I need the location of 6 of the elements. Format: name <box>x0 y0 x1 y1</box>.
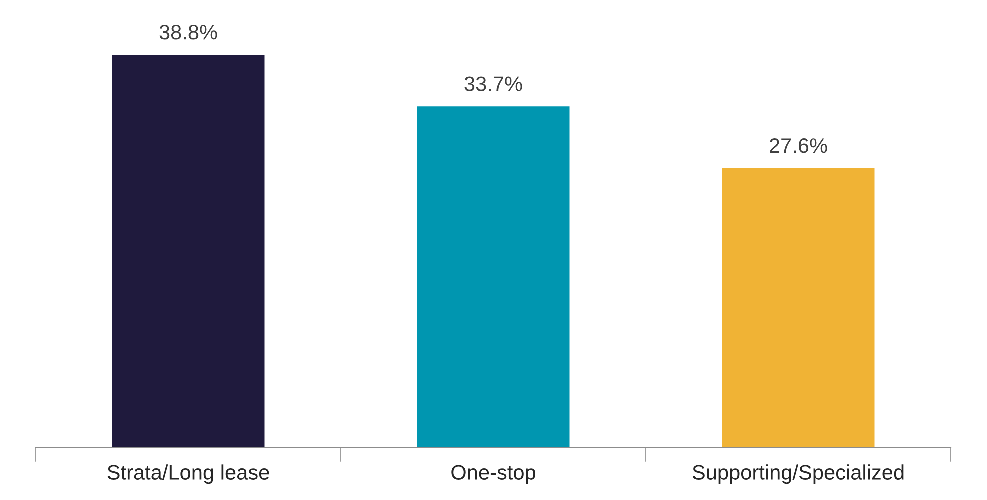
data-label: 33.7% <box>464 76 522 92</box>
x-tick-label: Strata/Long lease <box>108 464 270 484</box>
data-label: 38.8% <box>160 25 218 40</box>
x-tick-label: Supporting/Specialized <box>692 464 904 484</box>
data-label: 27.6% <box>770 138 828 154</box>
x-tick-label: One-stop <box>452 465 536 484</box>
